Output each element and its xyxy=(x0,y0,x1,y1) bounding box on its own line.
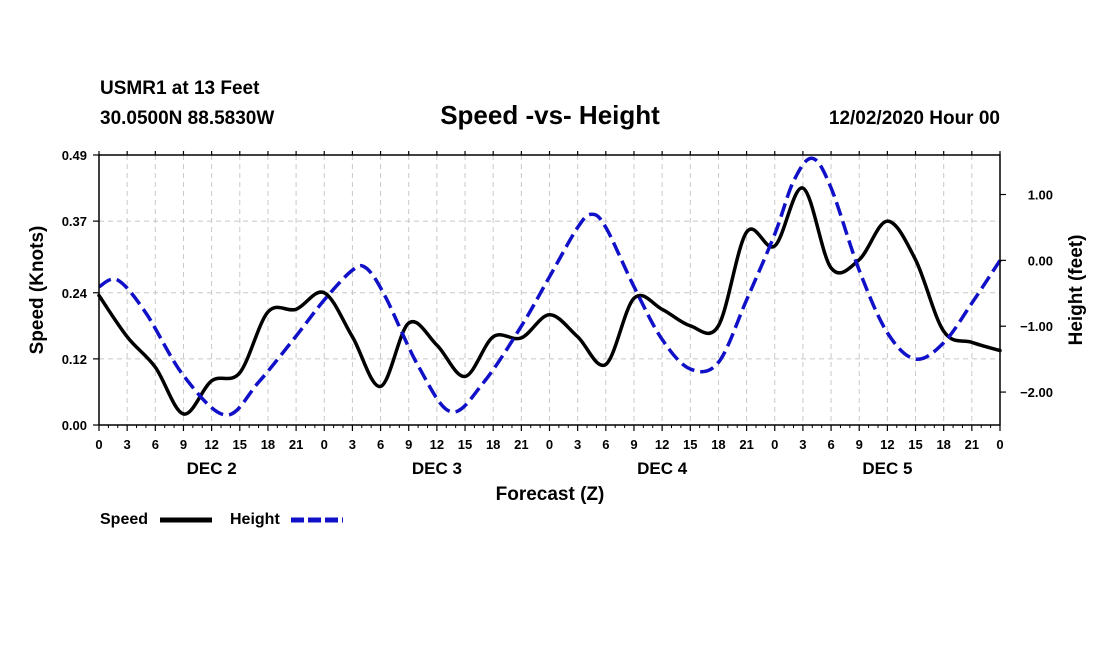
x-tick-label: 18 xyxy=(261,437,275,452)
station-label: USMR1 at 13 Feet xyxy=(100,78,260,99)
x-tick-label: 18 xyxy=(711,437,725,452)
x-axis-title: Forecast (Z) xyxy=(496,484,605,505)
x-tick-label: 15 xyxy=(233,437,247,452)
left-tick-label: 0.00 xyxy=(62,418,87,433)
left-tick-label: 0.12 xyxy=(62,352,87,367)
x-tick-label: 9 xyxy=(856,437,863,452)
x-tick-label: 18 xyxy=(486,437,500,452)
x-tick-label: 12 xyxy=(880,437,894,452)
x-tick-label: 0 xyxy=(771,437,778,452)
x-tick-label: 3 xyxy=(574,437,581,452)
x-tick-label: 15 xyxy=(908,437,922,452)
x-tick-label: 15 xyxy=(458,437,472,452)
right-axis: 1.00 0.00 −1.00 −2.00 xyxy=(1000,188,1053,400)
x-tick-label: 21 xyxy=(514,437,528,452)
x-tick-label: 21 xyxy=(739,437,753,452)
speed-series xyxy=(97,186,1002,416)
height-series xyxy=(98,156,1002,417)
x-tick-label: 0 xyxy=(95,437,102,452)
speed-line xyxy=(97,186,1002,416)
right-tick-label: 1.00 xyxy=(1028,188,1053,203)
grid xyxy=(98,154,1001,426)
x-tick-label: 9 xyxy=(630,437,637,452)
x-tick-label: 15 xyxy=(683,437,697,452)
left-axis-title: Speed (Knots) xyxy=(27,226,48,355)
height-line xyxy=(98,156,1002,417)
x-tick-label: 9 xyxy=(180,437,187,452)
x-tick-label: 9 xyxy=(405,437,412,452)
x-axis: 0 3 6 9 12 15 18 21 0 3 6 9 12 15 18 21 0 3 6 9 12 15 18 21 0 3 6 9… xyxy=(95,151,1004,478)
coordinates-label: 30.0500N 88.5830W xyxy=(100,108,274,129)
day-label: DEC 4 xyxy=(637,459,688,478)
x-tick-label: 6 xyxy=(602,437,609,452)
x-tick-label: 12 xyxy=(430,437,444,452)
x-tick-label: 12 xyxy=(655,437,669,452)
x-tick-label: 21 xyxy=(289,437,303,452)
left-tick-label: 0.49 xyxy=(62,148,87,163)
x-tick-label: 6 xyxy=(377,437,384,452)
x-tick-label: 6 xyxy=(827,437,834,452)
right-tick-label: −1.00 xyxy=(1020,319,1053,334)
left-axis: 0.00 0.12 0.24 0.37 0.49 xyxy=(62,148,99,433)
day-label: DEC 5 xyxy=(862,459,912,478)
left-tick-label: 0.37 xyxy=(62,214,87,229)
legend-speed-label: Speed xyxy=(100,511,148,528)
x-tick-label: 6 xyxy=(152,437,159,452)
x-tick-label: 3 xyxy=(124,437,131,452)
right-tick-label: −2.00 xyxy=(1020,385,1053,400)
right-tick-label: 0.00 xyxy=(1028,253,1053,268)
x-tick-label: 18 xyxy=(936,437,950,452)
x-tick-label: 0 xyxy=(996,437,1003,452)
x-tick-label: 0 xyxy=(321,437,328,452)
left-tick-label: 0.24 xyxy=(62,286,88,301)
day-label: DEC 2 xyxy=(187,459,237,478)
legend-height-label: Height xyxy=(230,511,280,528)
legend: Speed Height xyxy=(100,511,343,528)
x-tick-label: 0 xyxy=(546,437,553,452)
chart-title: Speed -vs- Height xyxy=(440,100,660,130)
right-axis-title: Height (feet) xyxy=(1066,235,1087,346)
x-tick-label: 3 xyxy=(349,437,356,452)
x-tick-label: 3 xyxy=(799,437,806,452)
day-label: DEC 3 xyxy=(412,459,462,478)
x-tick-label: 12 xyxy=(204,437,218,452)
x-tick-label: 21 xyxy=(965,437,979,452)
forecast-datetime: 12/02/2020 Hour 00 xyxy=(829,108,1000,129)
